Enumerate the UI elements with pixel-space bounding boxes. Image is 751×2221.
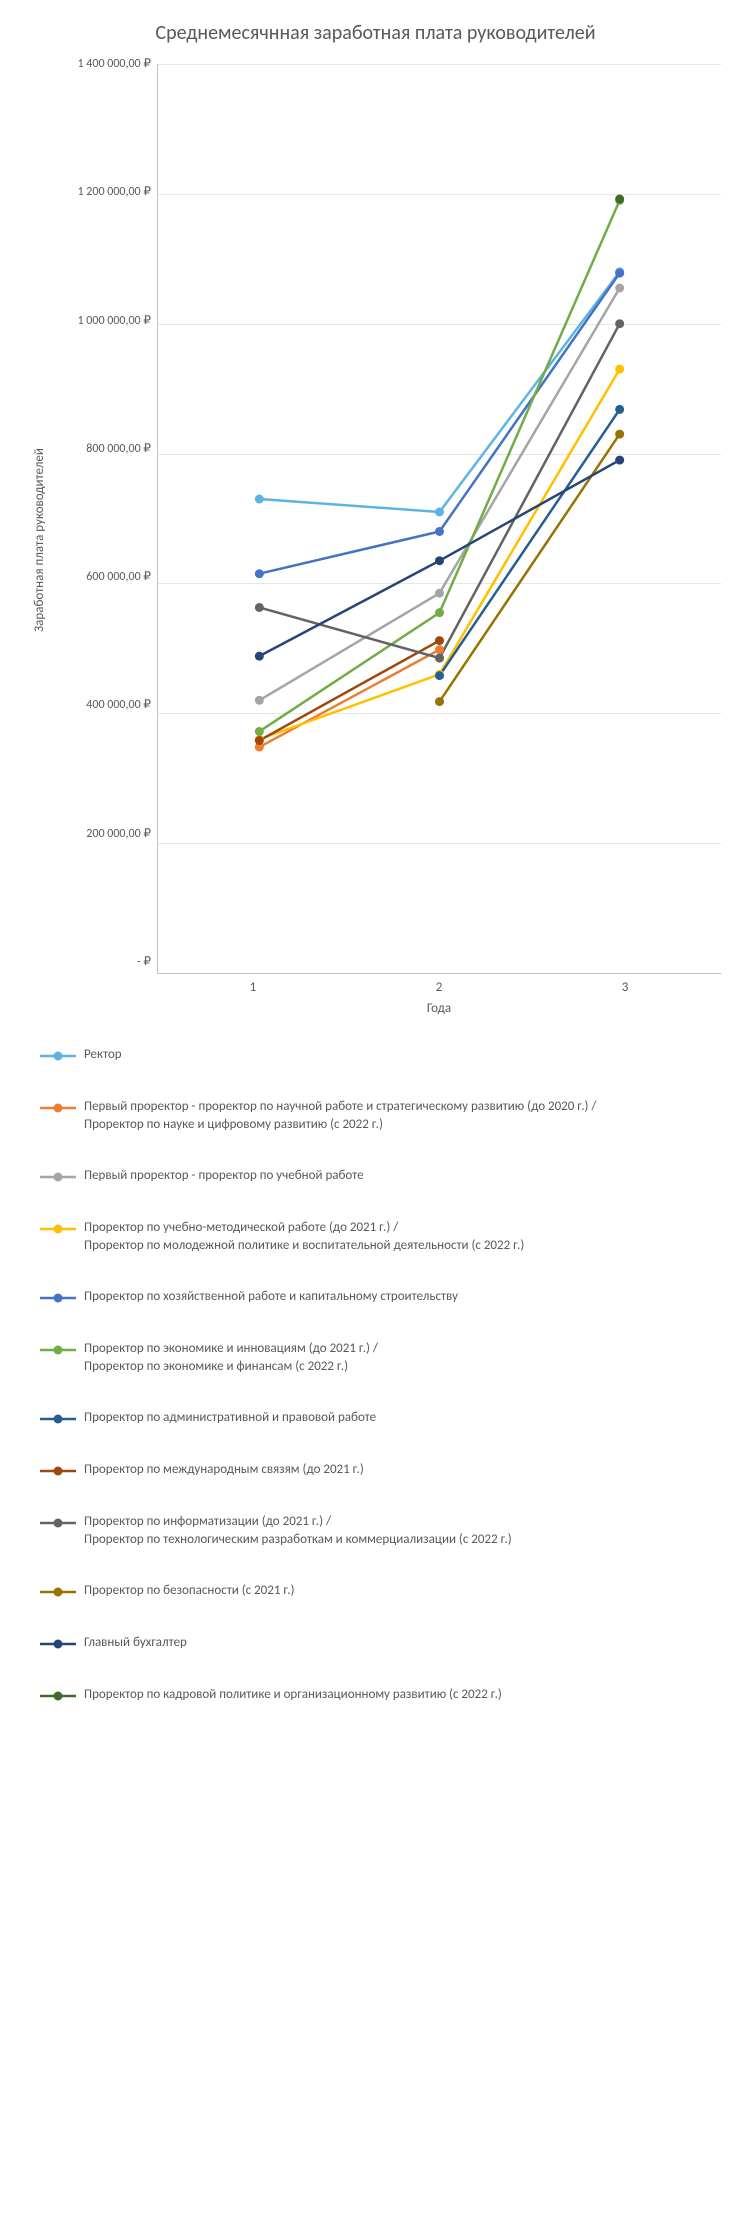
legend-item: Первый проректор - проректор по учебной …	[40, 1167, 711, 1185]
y-tick: 1 400 000,00 ₽	[77, 58, 151, 70]
legend-item: Проректор по кадровой политике и организ…	[40, 1686, 711, 1704]
y-axis-ticks: 1 400 000,00 ₽1 200 000,00 ₽1 000 000,00…	[47, 64, 157, 974]
x-tick: 1	[157, 980, 349, 995]
legend-label: Проректор по административной и правовой…	[84, 1409, 711, 1427]
legend-label: Первый проректор - проректор по учебной …	[84, 1167, 711, 1185]
y-tick: - ₽	[137, 956, 151, 968]
legend-label: Главный бухгалтер	[84, 1634, 711, 1652]
x-axis-label: Года	[157, 1001, 721, 1016]
legend-label: Первый проректор - проректор по научной …	[84, 1098, 711, 1133]
legend-label: Проректор по экономике и инновациям (до …	[84, 1340, 711, 1375]
y-tick: 400 000,00 ₽	[86, 699, 151, 711]
legend-item: Проректор по информатизации (до 2021 г.)…	[40, 1513, 711, 1548]
legend-item: Первый проректор - проректор по научной …	[40, 1098, 711, 1133]
salary-chart: Среднемесячнная заработная плата руковод…	[0, 0, 751, 1768]
legend-item: Проректор по безопасности (с 2021 г.)	[40, 1582, 711, 1600]
y-tick: 1 200 000,00 ₽	[77, 186, 151, 198]
legend-label: Проректор по безопасности (с 2021 г.)	[84, 1582, 711, 1600]
legend-label: Проректор по кадровой политике и организ…	[84, 1686, 711, 1704]
y-axis-label: Заработная плата руководителей	[30, 64, 47, 1016]
legend-item: Проректор по экономике и инновациям (до …	[40, 1340, 711, 1375]
legend-item: Проректор по хозяйственной работе и капи…	[40, 1288, 711, 1306]
x-tick: 2	[349, 980, 529, 995]
y-tick: 600 000,00 ₽	[86, 571, 151, 583]
x-tick: 3	[529, 980, 721, 995]
chart-title: Среднемесячнная заработная плата руковод…	[30, 20, 721, 46]
y-tick: 800 000,00 ₽	[86, 443, 151, 455]
x-axis-ticks: 123	[157, 974, 721, 995]
plot-area	[157, 64, 721, 974]
legend-item: Проректор по административной и правовой…	[40, 1409, 711, 1427]
legend-label: Проректор по хозяйственной работе и капи…	[84, 1288, 711, 1306]
legend-item: Проректор по учебно-методической работе …	[40, 1219, 711, 1254]
chart-legend: Ректор Первый проректор - проректор по на…	[30, 1046, 721, 1704]
y-tick: 200 000,00 ₽	[86, 828, 151, 840]
legend-label: Проректор по учебно-методической работе …	[84, 1219, 711, 1254]
legend-label: Проректор по информатизации (до 2021 г.)…	[84, 1513, 711, 1548]
legend-item: Ректор	[40, 1046, 711, 1064]
legend-item: Главный бухгалтер	[40, 1634, 711, 1652]
y-tick: 1 000 000,00 ₽	[77, 315, 151, 327]
legend-label: Проректор по международным связям (до 20…	[84, 1461, 711, 1479]
legend-label: Ректор	[84, 1046, 711, 1064]
legend-item: Проректор по международным связям (до 20…	[40, 1461, 711, 1479]
chart-markers	[158, 64, 721, 973]
